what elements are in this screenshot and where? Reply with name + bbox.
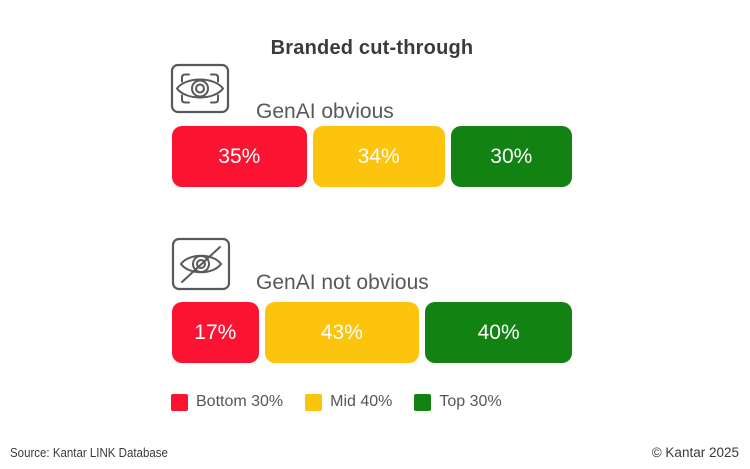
chart-title: Branded cut-through (270, 37, 474, 59)
bar-value-label: 34% (357, 144, 400, 168)
legend-item-bottom: Bottom 30% (171, 393, 283, 411)
eye-scan-icon (170, 63, 230, 114)
legend: Bottom 30% Mid 40% Top 30% (171, 393, 502, 411)
section-label-genai-obvious: GenAI obvious (256, 100, 394, 123)
bar-segment-top: 30% (450, 126, 572, 187)
legend-label: Bottom 30% (196, 393, 284, 410)
section-label-genai-not-obvious: GenAI not obvious (256, 271, 429, 294)
bar-segment-mid: 43% (264, 302, 420, 363)
legend-swatch-green (414, 393, 432, 411)
legend-item-mid: Mid 40% (305, 393, 392, 411)
bar-segment-bottom: 35% (172, 126, 307, 187)
eye-off-icon (171, 237, 231, 291)
legend-swatch-red (171, 393, 188, 411)
stacked-bar-genai-not-obvious: 17% 43% 40% (172, 302, 573, 363)
bar-segment-top: 40% (425, 302, 573, 363)
bar-value-label: 40% (477, 320, 520, 344)
stacked-bar-genai-obvious: 35% 34% 30% (172, 126, 572, 187)
source-note: Source: Kantar LINK Database (10, 446, 168, 460)
legend-label: Top 30% (439, 393, 502, 410)
legend-swatch-yellow (305, 393, 323, 411)
copyright-note: © Kantar 2025 (651, 445, 739, 460)
legend-label: Mid 40% (330, 393, 393, 410)
bar-value-label: 30% (490, 144, 533, 168)
bar-segment-mid: 34% (312, 126, 445, 187)
bar-value-label: 43% (320, 320, 363, 344)
bar-value-label: 17% (194, 320, 237, 344)
bar-value-label: 35% (218, 144, 261, 168)
bar-segment-bottom: 17% (172, 302, 259, 363)
legend-item-top: Top 30% (414, 393, 502, 411)
